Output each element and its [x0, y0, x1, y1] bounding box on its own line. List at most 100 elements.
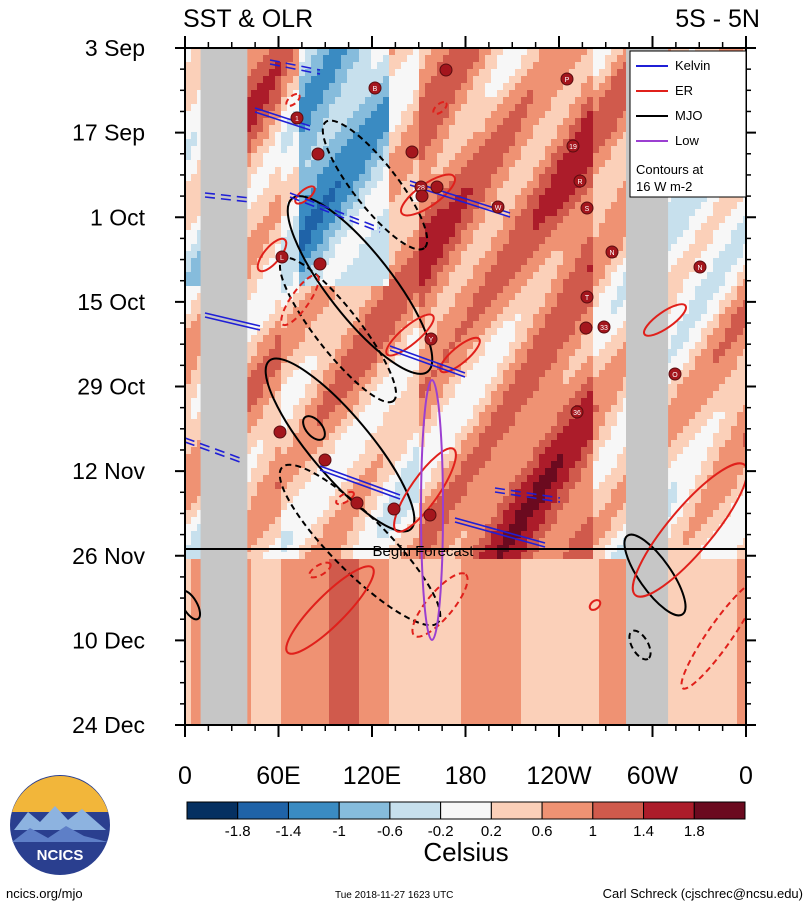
storm-icon	[350, 496, 364, 510]
contour	[269, 59, 321, 71]
land-mask	[200, 48, 248, 725]
contour	[289, 196, 381, 233]
storm-icon	[693, 260, 707, 274]
storm-label: N	[697, 265, 702, 272]
contour	[185, 437, 241, 459]
storm-label: P	[565, 77, 570, 84]
contour	[409, 184, 511, 218]
forecast-label: Begin Forecast	[373, 543, 475, 560]
storm-label: W	[495, 205, 502, 212]
contour	[204, 312, 261, 327]
contour	[411, 572, 469, 638]
x-tick-label: 120W	[526, 762, 592, 790]
contour	[185, 441, 241, 463]
storm-icon	[405, 145, 419, 159]
contour	[204, 196, 251, 203]
y-tick-label: 26 Nov	[72, 543, 145, 569]
legend-entry: MJO	[675, 108, 702, 123]
storm-icon	[415, 189, 429, 203]
colorbar-tick: 0.6	[532, 823, 553, 840]
contour	[623, 533, 687, 617]
colorbar-tick: -1.8	[225, 823, 251, 840]
storm-icon	[275, 250, 289, 264]
storm-icon	[560, 72, 574, 86]
colorbar-tick: 1.4	[633, 823, 654, 840]
y-tick-label: 10 Dec	[72, 627, 145, 653]
contour	[393, 447, 457, 533]
chart-title-right: 5S - 5N	[675, 5, 760, 33]
colorbar-swatch	[440, 801, 492, 820]
storm-icon	[580, 290, 594, 304]
storm-icon	[387, 502, 401, 516]
contour	[494, 491, 561, 503]
storm-icon	[318, 453, 332, 467]
contour	[389, 349, 466, 378]
x-axis: 0 60E 120E 180 120W 60W 0	[178, 36, 753, 790]
colorbar-swatch	[592, 801, 645, 820]
storm-label: Y	[429, 337, 434, 344]
contour	[319, 469, 401, 500]
contour	[454, 521, 546, 548]
storm-label: L	[280, 255, 284, 262]
storm-icon	[424, 332, 438, 346]
storm-icon	[668, 367, 682, 381]
colorbar-swatch	[643, 801, 695, 820]
x-tick-label: 0	[739, 762, 753, 790]
contour	[432, 101, 448, 115]
storm-label: 36	[573, 410, 581, 417]
legend-note-line1: Contours at	[636, 162, 704, 177]
storm-icon	[573, 174, 587, 188]
colorbar: -1.8 -1.4 -1 -0.6 -0.2 0.2 0.6 1 1.4 1.8	[186, 801, 746, 840]
contour	[628, 629, 652, 661]
contour	[204, 192, 251, 199]
storm-icon	[439, 63, 453, 77]
colorbar-tick: 0.2	[481, 823, 502, 840]
footer-timestamp: Tue 2018-11-27 1623 UTC	[335, 890, 453, 901]
storm-icon	[580, 201, 594, 215]
contour	[302, 415, 326, 441]
colorbar-swatch	[693, 801, 746, 820]
x-tick-label: 120E	[343, 762, 401, 790]
storm-icon	[311, 147, 325, 161]
legend-note-line2: 16 W m-2	[636, 179, 692, 194]
chart-title-left: SST & OLR	[183, 5, 313, 33]
contour	[254, 111, 311, 131]
storm-icon	[605, 245, 619, 259]
colorbar-swatch	[237, 801, 289, 820]
contour	[285, 565, 375, 655]
colorbar-tick: 1.8	[684, 823, 705, 840]
colorbar-swatch	[490, 801, 543, 820]
storm-icon	[566, 139, 580, 153]
y-tick-label: 3 Sep	[85, 35, 145, 61]
storm-icon	[273, 425, 287, 439]
footer-url[interactable]: ncics.org/mjo	[6, 886, 83, 901]
storm-icon	[597, 320, 611, 334]
y-tick-label: 17 Sep	[72, 120, 145, 146]
contour	[494, 487, 561, 499]
legend-entry: Low	[675, 133, 699, 148]
colorbar-tick: -1	[333, 823, 346, 840]
y-tick-label: 1 Oct	[90, 204, 146, 230]
logo-text: NCICS	[37, 847, 84, 864]
storm-label: 33	[600, 325, 608, 332]
storm-icon	[491, 200, 505, 214]
storm-label: N	[609, 250, 614, 257]
footer-author: Carl Schreck (cjschrec@ncsu.edu)	[603, 886, 803, 901]
contour	[308, 561, 332, 579]
storm-icon	[579, 321, 593, 335]
colorbar-tick: -0.6	[377, 823, 403, 840]
contour	[280, 273, 320, 327]
ncics-logo: NCICS	[10, 775, 110, 875]
contour	[631, 462, 746, 598]
storm-label: 1	[295, 116, 299, 123]
storm-label: 19	[569, 144, 577, 151]
contour	[335, 490, 355, 506]
contour	[269, 63, 321, 75]
storm-label: B	[373, 86, 378, 93]
colorbar-swatch	[389, 801, 442, 820]
y-tick-label: 24 Dec	[72, 712, 145, 738]
storm-icon	[570, 405, 584, 419]
contour	[420, 379, 444, 641]
legend-entry: Kelvin	[675, 58, 710, 73]
